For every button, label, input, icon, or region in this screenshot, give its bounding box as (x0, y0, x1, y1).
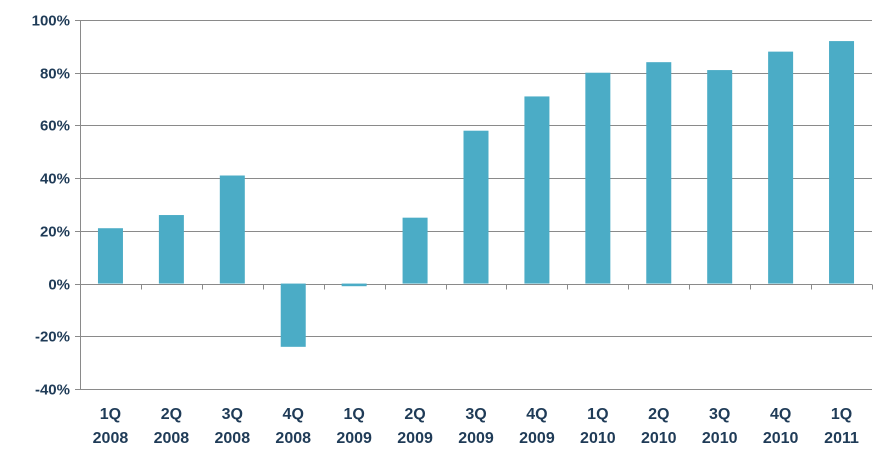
x-tick-label-year: 2009 (397, 430, 433, 447)
x-tick-label-quarter: 4Q (526, 406, 547, 423)
x-tick-label-quarter: 1Q (831, 406, 852, 423)
x-tick-label-quarter: 3Q (222, 406, 243, 423)
bar (829, 41, 855, 284)
y-tick-label: 100% (32, 13, 70, 30)
y-tick-label: 60% (40, 118, 70, 135)
bar (585, 72, 611, 284)
y-tick-labels: 100% 80% 60% 40% 20% 0% -20% -40% (32, 13, 70, 399)
x-tick-label-year: 2011 (824, 430, 859, 447)
x-tick-label-year: 2008 (154, 430, 190, 447)
x-tick-label-year: 2009 (458, 430, 494, 447)
y-tick-label: -20% (35, 329, 70, 346)
bar (768, 51, 794, 284)
bar (524, 96, 550, 284)
x-tick-label-quarter: 4Q (283, 406, 304, 423)
x-tick-label-year: 2010 (641, 430, 677, 447)
x-tick-label-quarter: 2Q (161, 406, 182, 423)
bar (97, 228, 123, 284)
x-tick-label-year: 2008 (93, 430, 129, 447)
x-tick-labels: 1Q 2008 2Q 2008 3Q 2008 4Q 2008 1Q 2009 2Q 2009 3Q 20… (93, 406, 859, 447)
bars (97, 41, 855, 347)
y-tick-label: -40% (35, 382, 70, 399)
x-tick-label-quarter: 3Q (709, 406, 730, 423)
x-tick-label-year: 2009 (519, 430, 555, 447)
x-tick-label-year: 2008 (275, 430, 311, 447)
x-tick-label-year: 2010 (580, 430, 616, 447)
bar (707, 70, 733, 284)
bar (280, 283, 306, 347)
y-tick-label: 40% (40, 171, 70, 188)
x-tick-label-quarter: 1Q (343, 406, 364, 423)
bar (402, 217, 428, 284)
y-tick-label: 20% (40, 224, 70, 241)
x-tick-label-year: 2009 (336, 430, 372, 447)
bar (646, 62, 672, 284)
x-tick-label-quarter: 2Q (404, 406, 425, 423)
x-tick-label-year: 2010 (702, 430, 738, 447)
bar (158, 215, 184, 284)
x-tick-label-quarter: 2Q (648, 406, 669, 423)
x-tick-label-quarter: 1Q (100, 406, 121, 423)
axes (75, 20, 873, 390)
x-tick-label-year: 2010 (763, 430, 799, 447)
bar (341, 283, 367, 287)
bar (463, 130, 489, 284)
y-tick-label: 80% (40, 66, 70, 83)
x-tick-label-quarter: 3Q (465, 406, 486, 423)
y-tick-label: 0% (48, 277, 70, 294)
x-tick-label-year: 2008 (215, 430, 251, 447)
x-tick-label-quarter: 1Q (587, 406, 608, 423)
bar (219, 175, 245, 284)
x-tick-label-quarter: 4Q (770, 406, 791, 423)
